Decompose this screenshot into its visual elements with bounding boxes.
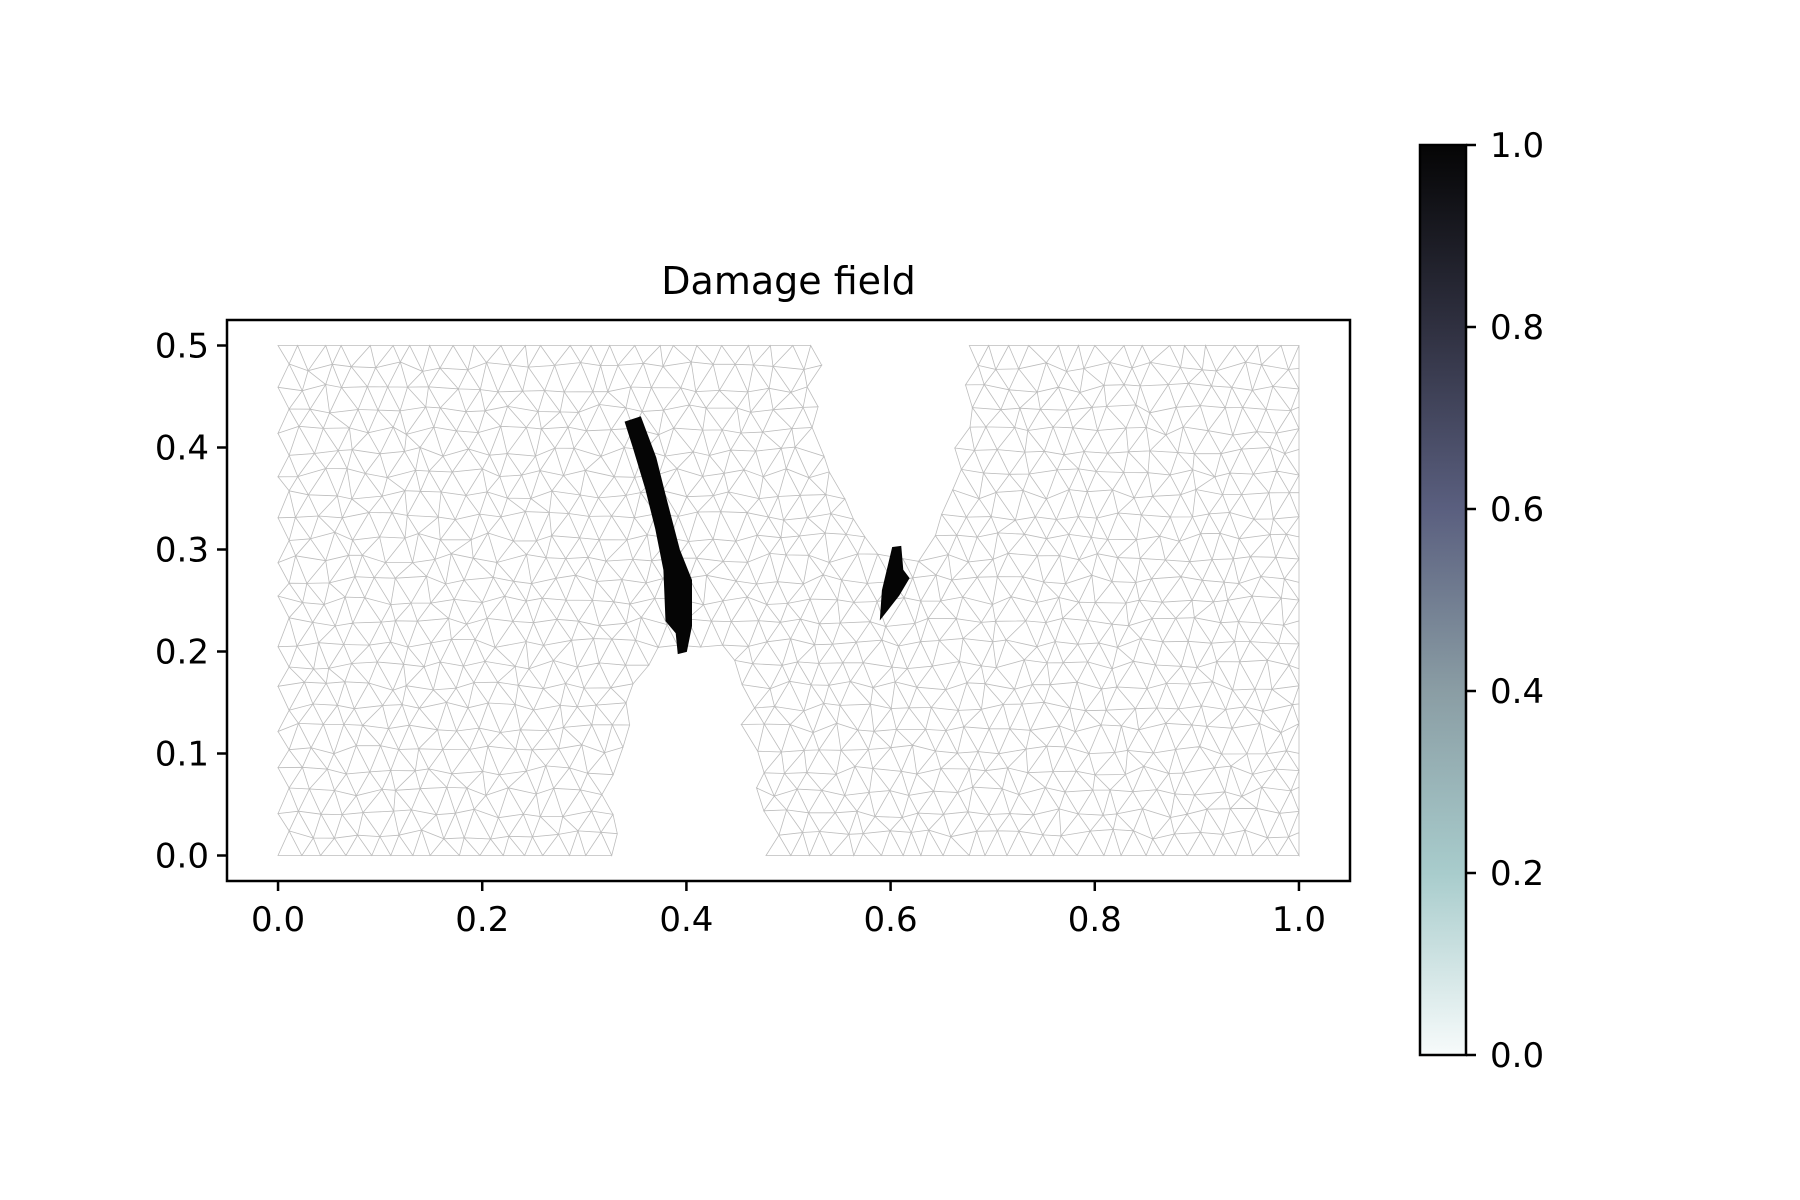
- x-tick-label: 0.4: [659, 900, 713, 940]
- y-tick-label: 0.2: [155, 633, 209, 673]
- x-axis: 0.0 0.2 0.4 0.6 0.8 1.0: [251, 881, 1326, 940]
- mesh-layer: [277, 343, 1300, 858]
- y-tick-label: 0.0: [155, 837, 209, 877]
- colorbar-gradient: [1420, 145, 1466, 1055]
- x-tick-label: 0.8: [1068, 900, 1122, 940]
- colorbar-tick-label: 0.6: [1490, 490, 1544, 530]
- damage-layer: [624, 416, 910, 655]
- colorbar: 0.0 0.2 0.4 0.6 0.8 1.0: [1418, 126, 1544, 1076]
- colorbar-tick-label: 0.2: [1490, 854, 1544, 894]
- mesh-triangles: [277, 343, 1300, 858]
- colorbar-tick-label: 0.0: [1490, 1036, 1544, 1076]
- colorbar-frame: [1418, 143, 1468, 1057]
- x-tick-label: 0.6: [864, 900, 918, 940]
- colorbar-tick-label: 0.8: [1490, 308, 1544, 348]
- chart-title: Damage field: [661, 259, 915, 303]
- x-tick-label: 1.0: [1272, 900, 1326, 940]
- x-tick-label: 0.2: [455, 900, 509, 940]
- plot-frame: [225, 318, 1352, 883]
- colorbar-ticks: 0.0 0.2 0.4 0.6 0.8 1.0: [1466, 126, 1544, 1076]
- damage-region-crack-2: [879, 545, 910, 621]
- x-tick-label: 0.0: [251, 900, 305, 940]
- y-axis: 0.0 0.1 0.2 0.3 0.4 0.5: [155, 327, 227, 877]
- y-tick-label: 0.5: [155, 327, 209, 367]
- y-tick-label: 0.3: [155, 531, 209, 571]
- damage-region-crack-1: [624, 416, 692, 655]
- y-tick-label: 0.1: [155, 735, 209, 775]
- y-tick-label: 0.4: [155, 429, 209, 469]
- colorbar-tick-label: 1.0: [1490, 126, 1544, 166]
- colorbar-tick-label: 0.4: [1490, 672, 1544, 712]
